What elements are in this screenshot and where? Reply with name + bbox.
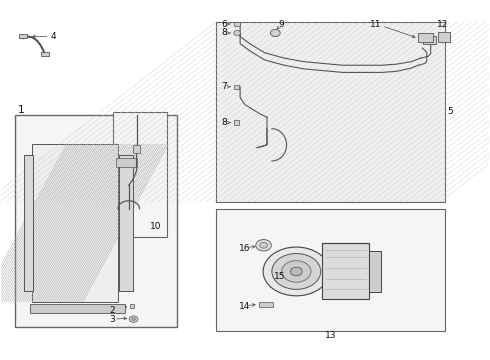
Circle shape — [260, 242, 268, 248]
Bar — [322, 243, 368, 299]
Text: 13: 13 — [325, 332, 336, 341]
Text: 15: 15 — [274, 272, 286, 281]
Circle shape — [256, 239, 271, 251]
Bar — [259, 302, 273, 307]
Bar — [438, 32, 450, 42]
Bar — [24, 155, 33, 291]
Bar — [30, 304, 125, 313]
Text: 6: 6 — [221, 19, 227, 28]
Bar — [116, 158, 137, 167]
Text: 7: 7 — [221, 82, 227, 91]
Text: 11: 11 — [369, 19, 381, 28]
Bar — [216, 209, 445, 330]
Bar — [113, 112, 167, 237]
Text: 10: 10 — [150, 222, 161, 231]
Text: 14: 14 — [239, 302, 250, 311]
Text: 1: 1 — [18, 105, 24, 115]
Bar — [130, 305, 134, 308]
Bar — [216, 22, 445, 202]
Circle shape — [291, 267, 302, 276]
Bar — [423, 36, 436, 44]
Bar — [32, 144, 118, 302]
Bar — [234, 121, 239, 125]
Bar — [120, 155, 133, 291]
Text: 8: 8 — [221, 118, 227, 127]
Text: 12: 12 — [437, 19, 448, 28]
Bar — [41, 51, 49, 56]
Text: 9: 9 — [278, 19, 284, 28]
Bar — [19, 34, 27, 39]
Circle shape — [129, 316, 138, 322]
Text: 8: 8 — [221, 28, 227, 37]
Bar — [234, 85, 239, 89]
Circle shape — [282, 261, 311, 282]
Text: 4: 4 — [51, 32, 57, 41]
Text: 2: 2 — [109, 306, 115, 315]
Text: 16: 16 — [239, 244, 250, 253]
Bar — [368, 251, 381, 292]
Circle shape — [234, 31, 241, 36]
Circle shape — [272, 253, 321, 289]
Circle shape — [270, 30, 280, 37]
Bar — [418, 33, 433, 42]
Text: 3: 3 — [109, 315, 115, 324]
Text: 5: 5 — [448, 107, 454, 116]
Circle shape — [263, 247, 330, 296]
Bar — [133, 145, 141, 153]
Bar — [234, 22, 240, 26]
Bar — [15, 116, 176, 327]
Circle shape — [132, 318, 136, 320]
